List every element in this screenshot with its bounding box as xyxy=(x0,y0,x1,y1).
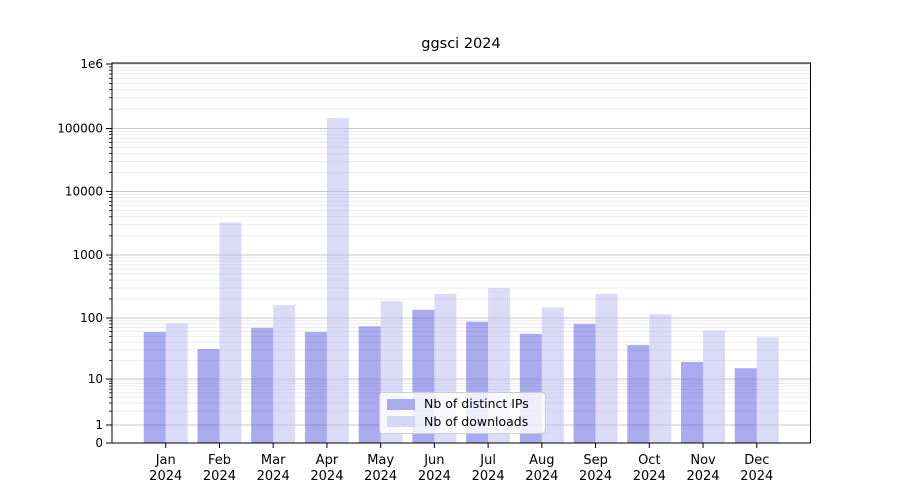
bar-downloads-sep xyxy=(595,294,618,443)
bar-downloads-mar xyxy=(273,305,296,443)
y-tick-label: 1e6 xyxy=(80,57,103,71)
y-tick-label: 10 xyxy=(88,372,103,386)
bar-downloads-aug xyxy=(541,307,564,443)
bar-distinct-ips-oct xyxy=(627,345,650,443)
x-tick-label: Mar 2024 xyxy=(257,453,290,484)
legend-label-distinct-ips: Nb of distinct IPs xyxy=(424,396,529,411)
x-tick-label: Feb 2024 xyxy=(203,453,236,484)
bar-distinct-ips-apr xyxy=(304,331,327,443)
y-tick-label: 100000 xyxy=(57,122,103,136)
bar-downloads-feb xyxy=(219,222,242,443)
bar-distinct-ips-mar xyxy=(251,327,274,443)
bar-downloads-apr xyxy=(326,118,349,443)
legend-swatch-downloads xyxy=(387,416,415,428)
y-tick-label: 100 xyxy=(80,311,103,325)
y-tick-label: 1000 xyxy=(72,248,103,262)
bar-distinct-ips-may xyxy=(358,326,381,443)
x-tick-label: Apr 2024 xyxy=(310,453,343,484)
x-tick-label: May 2024 xyxy=(364,453,397,484)
legend-item-downloads: Nb of downloads xyxy=(387,413,538,429)
chart-title: ggsci 2024 xyxy=(421,36,501,52)
bar-downloads-dec xyxy=(756,337,779,443)
bar-distinct-ips-sep xyxy=(573,323,596,443)
x-tick-label: Aug 2024 xyxy=(525,453,558,484)
bar-downloads-jan xyxy=(165,323,188,443)
x-tick-label: Nov 2024 xyxy=(686,453,719,484)
bar-distinct-ips-feb xyxy=(197,349,220,443)
legend: Nb of distinct IPs Nb of downloads xyxy=(379,392,546,434)
axes-spines xyxy=(111,62,811,444)
y-tick-label: 0 xyxy=(95,436,103,450)
bar-downloads-nov xyxy=(703,330,726,443)
y-tick-label: 1 xyxy=(95,418,103,432)
x-tick-label: Jun 2024 xyxy=(418,453,451,484)
x-tick-label: Oct 2024 xyxy=(633,453,666,484)
x-tick-label: Jul 2024 xyxy=(472,453,505,484)
bar-distinct-ips-jan xyxy=(143,331,166,443)
legend-item-distinct-ips: Nb of distinct IPs xyxy=(387,396,538,411)
y-tick-label: 10000 xyxy=(65,185,103,199)
bar-distinct-ips-nov xyxy=(681,361,704,443)
bar-distinct-ips-dec xyxy=(734,368,757,443)
x-tick-label: Jan 2024 xyxy=(149,453,182,484)
x-tick-label: Dec 2024 xyxy=(740,453,773,484)
legend-label-downloads: Nb of downloads xyxy=(424,413,529,429)
legend-swatch-distinct-ips xyxy=(387,398,415,410)
x-tick-label: Sep 2024 xyxy=(579,453,612,484)
bar-downloads-oct xyxy=(649,314,672,443)
